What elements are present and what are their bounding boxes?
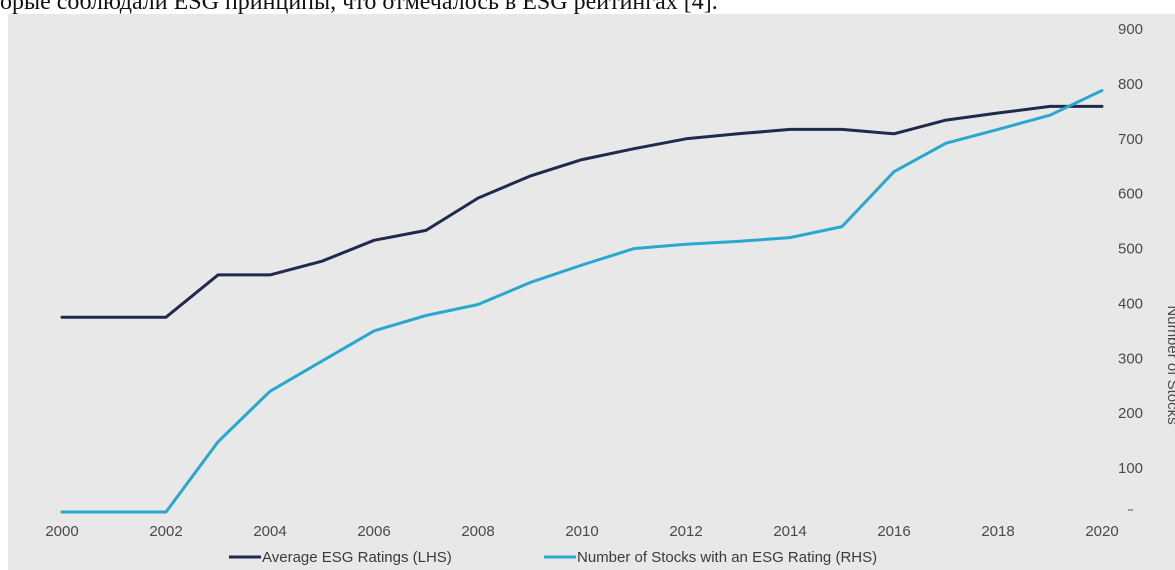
x-tick-label: 2008 <box>461 523 494 540</box>
x-axis-ticks: 2000 2002 2004 2006 2008 2010 2012 2014 2016 2018… <box>45 523 1118 540</box>
chart-legend: Average ESG Ratings (LHS) Number of Stock… <box>229 549 877 566</box>
y-tick-label: 900 <box>1118 21 1143 38</box>
y-tick-label: 300 <box>1118 350 1143 367</box>
x-tick-label: 2012 <box>669 523 702 540</box>
x-tick-label: 2010 <box>565 523 598 540</box>
x-tick-label: 2002 <box>149 523 182 540</box>
right-y-axis-ticks: 100 200 300 400 500 600 700 800 900 <box>1118 21 1143 511</box>
y-tick-label: 600 <box>1118 186 1143 203</box>
series-line-2 <box>60 89 1104 514</box>
x-tick-label: 2000 <box>45 523 78 540</box>
chart-panel <box>8 14 1175 570</box>
x-tick-label: 2014 <box>773 523 806 540</box>
chart-series-layer <box>60 89 1104 514</box>
y-tick-label: 800 <box>1118 76 1143 93</box>
legend-label: Number of Stocks with an ESG Rating (RHS… <box>577 549 877 566</box>
x-tick-label: 2016 <box>877 523 910 540</box>
document-caption-line: орые соблюдали ESG принципы, что отмечал… <box>0 0 718 15</box>
y-tick-label: 400 <box>1118 295 1143 312</box>
series-line-1 <box>60 104 1104 319</box>
y-tick-label: 500 <box>1118 241 1143 258</box>
legend-label: Average ESG Ratings (LHS) <box>262 549 452 566</box>
y-tick-label: 200 <box>1118 405 1143 422</box>
y-tick-label: 700 <box>1118 131 1143 148</box>
right-y-axis-title: Number of Stocks <box>1164 305 1175 424</box>
x-tick-label: 2004 <box>253 523 286 540</box>
x-tick-label: 2020 <box>1085 523 1118 540</box>
x-tick-label: 2018 <box>981 523 1014 540</box>
y-tick-label: 100 <box>1118 460 1143 477</box>
x-tick-label: 2006 <box>357 523 390 540</box>
